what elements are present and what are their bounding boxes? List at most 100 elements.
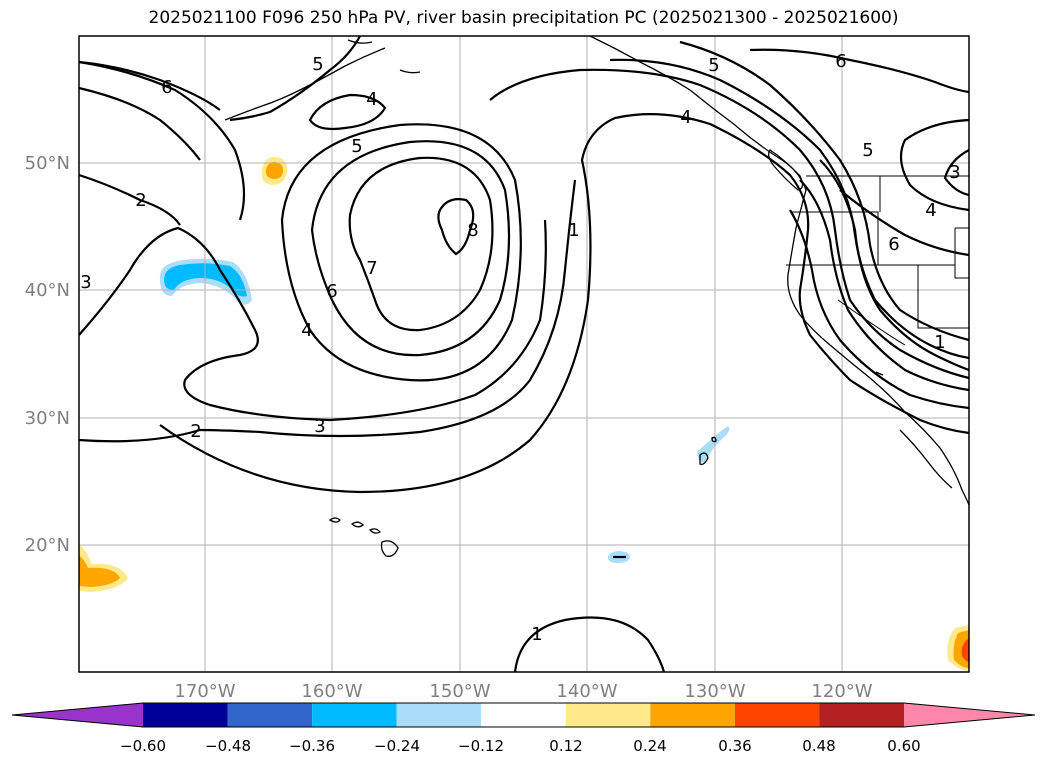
colorbar-tick-label: −0.36 (289, 737, 335, 755)
precip-shading (79, 156, 969, 671)
contour-8 (437, 198, 475, 256)
colorbar-segment (734, 703, 820, 727)
colorbar-extend-max (904, 703, 1035, 727)
contour-6-inner (310, 140, 511, 357)
contour-labels: 6 5 4 5 2 3 6 7 8 1 4 2 3 5 4 1 6 5 6 4 … (80, 51, 960, 645)
subtropical-islet (699, 452, 709, 466)
colorbar-segment (819, 703, 904, 727)
colorbar-segment (312, 703, 397, 727)
idaho-border (954, 227, 969, 279)
colorbar-segment (143, 703, 228, 727)
coastline-alaska-islands (224, 39, 421, 121)
colorbar-tick-label: 0.36 (718, 737, 751, 755)
contour-east-loop-inner (943, 149, 970, 197)
contour-northwest-6 (78, 60, 221, 111)
contour-2 (78, 173, 577, 443)
contour-west-coast-band-4 (819, 159, 970, 372)
lat-label-30n: 30°N (25, 408, 70, 429)
hawaii-big-island (380, 540, 399, 557)
contour-4 (229, 35, 387, 131)
shading-southeast-positive-peak (961, 638, 969, 662)
longitude-labels: 170°W 160°W 150°W 140°W 130°W 120°W (174, 681, 872, 702)
contour-label: 3 (949, 162, 960, 183)
map-title: 2025021100 F096 250 hPa PV, river basin … (148, 8, 899, 28)
coastlines (224, 35, 970, 559)
colorbar-tick-label: −0.60 (120, 737, 166, 755)
contour-west-coast-band-6 (789, 209, 970, 410)
nevada-border (917, 265, 969, 329)
contour-label: 7 (366, 258, 377, 279)
colorbar-segment (396, 703, 482, 727)
contour-northeast (749, 48, 970, 94)
contour-label: 6 (835, 51, 846, 72)
contour-label: 4 (925, 200, 936, 221)
lon-label-160w: 160°W (301, 681, 362, 702)
contour-east-loop (899, 118, 970, 212)
colorbar-tick-label: 0.24 (633, 737, 666, 755)
contour-west-coast-band-3 (679, 40, 970, 342)
contour-label: 3 (80, 272, 91, 293)
colorbar-extend-min (12, 703, 143, 727)
contour-west-coast-band-5 (799, 179, 970, 392)
contour-label: 2 (190, 421, 201, 442)
contour-label: 3 (314, 416, 325, 437)
lat-label-40n: 40°N (25, 280, 70, 301)
shading-southwest-positive-core (79, 555, 120, 587)
contour-5-inner (280, 123, 522, 382)
colorbar-tick-label: −0.12 (458, 737, 504, 755)
colorbar-segment (650, 703, 735, 727)
contour-label: 4 (301, 320, 312, 341)
contour-label: 5 (862, 140, 873, 161)
shading-central-pacific-negative-core (164, 263, 247, 297)
colorbar-tick-label: 0.60 (887, 737, 920, 755)
lon-label-140w: 140°W (556, 681, 617, 702)
contour-label: 4 (680, 107, 691, 128)
colorbar-tick-label: −0.48 (205, 737, 251, 755)
colorbar-tick-label: 0.12 (549, 737, 582, 755)
contour-1-big (159, 113, 970, 494)
hawaii-kauai (328, 517, 341, 523)
contour-label: 6 (161, 77, 172, 98)
contour-mid-north (839, 189, 970, 257)
contour-label: 4 (366, 89, 377, 110)
lon-label-170w: 170°W (174, 681, 235, 702)
coastline-north-america (589, 35, 970, 506)
lat-label-20n: 20°N (25, 535, 70, 556)
baja-coast (899, 429, 953, 489)
lon-label-130w: 130°W (684, 681, 745, 702)
colorbar-tick-labels: −0.60 −0.48 −0.36 −0.24 −0.12 0.12 0.24 … (120, 737, 921, 755)
shading-north-pacific-positive-core (265, 161, 284, 179)
contour-label: 6 (326, 281, 337, 302)
colorbar-tick-label: −0.24 (374, 737, 420, 755)
hawaii-oahu (350, 521, 364, 528)
contour-outer-pacific (78, 60, 246, 221)
map-background (79, 36, 969, 672)
latitude-labels: 50°N 40°N 30°N 20°N (25, 153, 70, 556)
contour-label: 6 (888, 234, 899, 255)
contour-label: 1 (531, 624, 542, 645)
contour-label: 8 (467, 220, 478, 241)
contour-west-coast-band-1 (489, 68, 970, 380)
lon-label-150w: 150°W (429, 681, 490, 702)
colorbar-segment (227, 703, 313, 727)
hawaii-maui (368, 528, 381, 534)
contour-label: 2 (135, 190, 146, 211)
contour-label: 5 (312, 54, 323, 75)
contour-3 (78, 219, 547, 422)
colorbar (11, 702, 1036, 728)
contour-7 (348, 156, 494, 332)
oregon-border (790, 211, 879, 265)
lon-label-120w: 120°W (811, 681, 872, 702)
colorbar-outline (11, 702, 1036, 728)
contour-label: 1 (934, 332, 945, 353)
contour-label: 1 (568, 220, 579, 241)
map-frame (78, 35, 970, 673)
contour-label: 5 (708, 55, 719, 76)
colorbar-segment (481, 703, 566, 727)
contour-label: 5 (351, 136, 362, 157)
colorbar-segment (565, 703, 651, 727)
lat-label-50n: 50°N (25, 153, 70, 174)
pv-contours (78, 35, 970, 673)
